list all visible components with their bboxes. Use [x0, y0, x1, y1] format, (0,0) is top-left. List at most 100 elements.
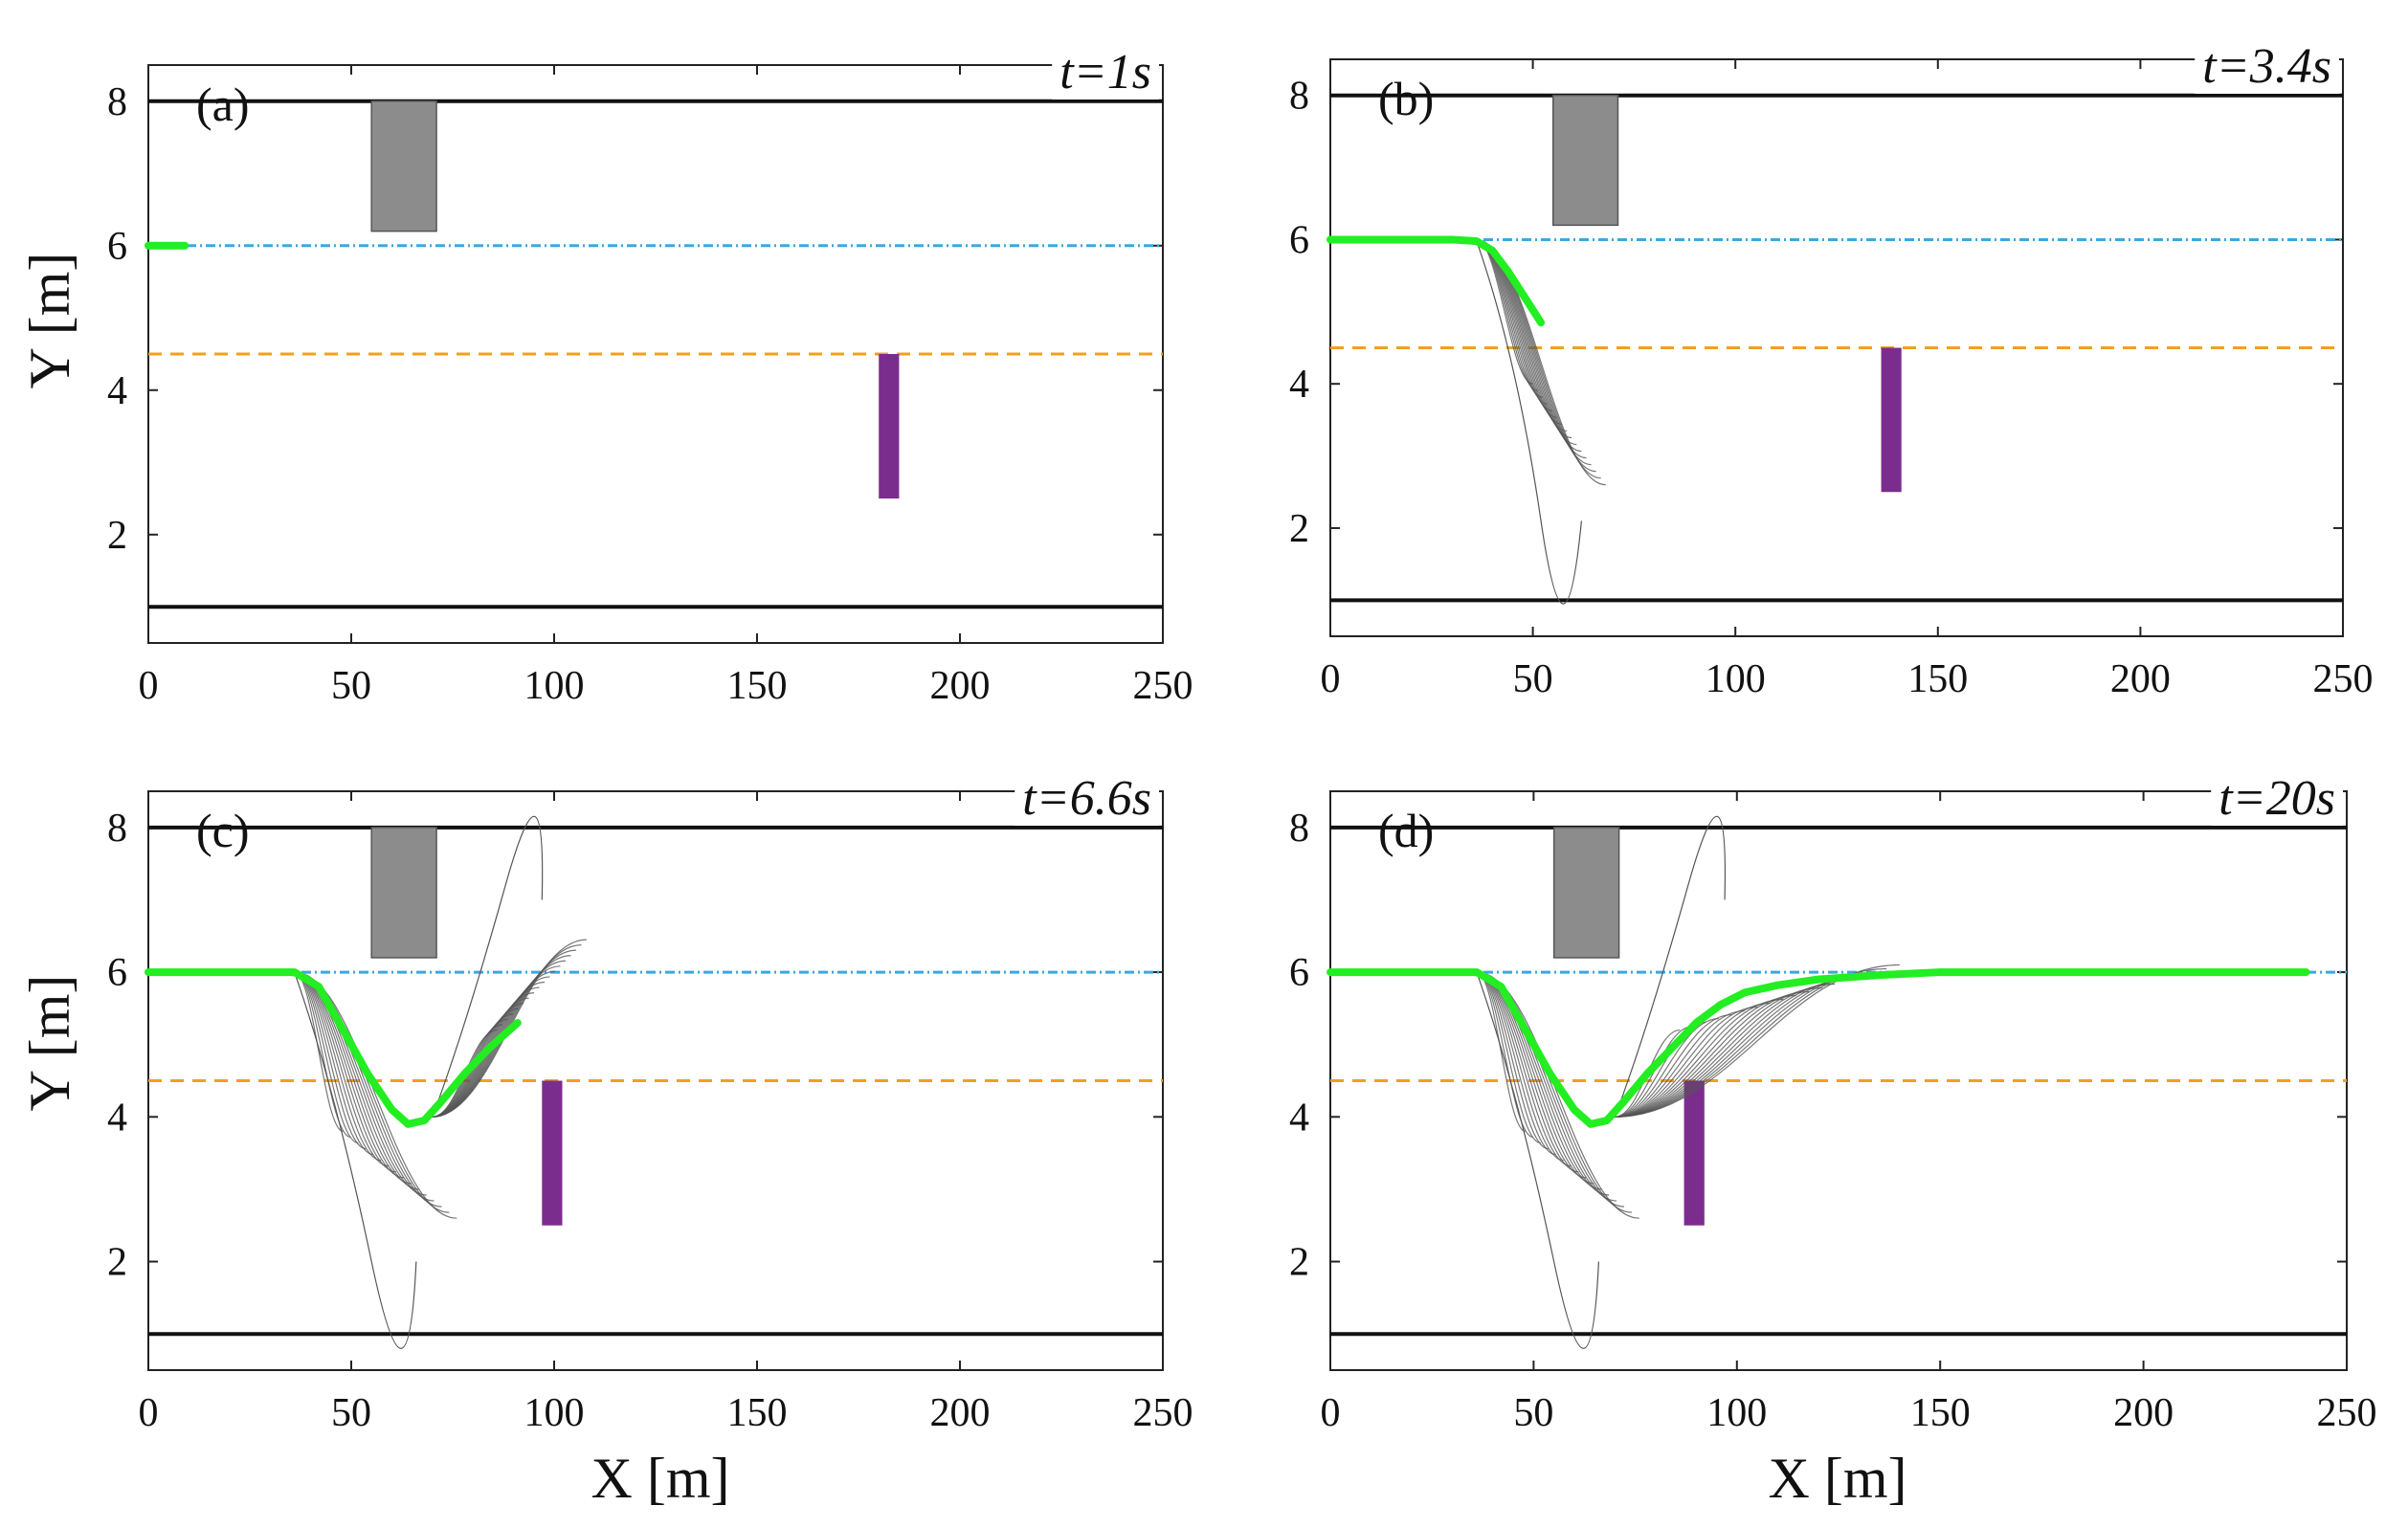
- y-tick-label: 4: [1289, 1096, 1309, 1140]
- fan2-candidate: [1615, 994, 1796, 1118]
- fan1-candidate: [1476, 971, 1564, 1162]
- fan1-candidate: [1476, 971, 1610, 1196]
- fan1-candidate: [1476, 238, 1582, 453]
- panel-label: (d): [1378, 804, 1434, 857]
- y-tick-label: 6: [1289, 951, 1309, 995]
- ylabel-top: Y [m]: [18, 253, 81, 389]
- x-tick-label: 50: [1513, 1391, 1553, 1435]
- x-tick-label: 150: [1907, 657, 1968, 701]
- fan2-candidate: [1615, 986, 1822, 1118]
- fan1-candidate: [1476, 238, 1577, 446]
- fan1-candidate: [1476, 238, 1572, 439]
- y-tick-label: 8: [1289, 75, 1309, 119]
- x-tick-label: 50: [331, 664, 371, 708]
- y-tick-label: 2: [1289, 507, 1309, 551]
- fan1-candidate: [294, 971, 427, 1196]
- fan2-candidate: [1615, 963, 1900, 1118]
- y-tick-label: 8: [107, 807, 127, 851]
- static-obstacle: [370, 827, 437, 959]
- fan1-candidate: [1476, 238, 1596, 473]
- y-tick-label: 6: [107, 225, 127, 269]
- executed-path: [1327, 235, 1546, 327]
- fan1-candidate: [1476, 238, 1592, 466]
- y-tick-label: 8: [1289, 807, 1309, 851]
- fan1-curl-candidate: [1475, 239, 1582, 605]
- executed-path: [1327, 968, 2310, 1128]
- x-tick-label: 200: [2110, 657, 2171, 701]
- panel-a: 0 50 100 150 200 250 2 4 6 8 (a) t=1s: [107, 45, 1193, 708]
- panel-d: 0 50 100 150 200 250 2 4 6 8 (d) t=20s: [1289, 771, 2377, 1435]
- static-obstacle: [1552, 827, 1620, 959]
- time-label: t=3.4s: [2202, 39, 2331, 94]
- panel-label: (a): [196, 78, 250, 131]
- time-label-background: [1014, 771, 1159, 826]
- x-tick-label: 0: [1321, 1391, 1341, 1435]
- x-tick-label: 0: [139, 1391, 159, 1435]
- xlabel-left: X [m]: [591, 1447, 730, 1510]
- panel-label: (b): [1378, 72, 1434, 125]
- fan1-candidate: [1476, 971, 1579, 1173]
- fan1-candidate: [294, 971, 382, 1162]
- x-tick-label: 100: [1706, 1391, 1767, 1435]
- x-tick-label: 100: [524, 1391, 585, 1435]
- y-tick-label: 2: [107, 1241, 127, 1285]
- fan2-candidate: [1615, 1017, 1719, 1118]
- time-label-background: [1052, 45, 1159, 100]
- y-tick-label: 2: [1289, 1241, 1309, 1285]
- time-label: t=20s: [2218, 771, 2335, 826]
- ylabel-bottom: Y [m]: [18, 975, 81, 1112]
- fan1-candidate: [294, 971, 450, 1213]
- time-label-background: [2195, 39, 2339, 94]
- x-tick-label: 100: [524, 664, 585, 708]
- y-tick-label: 4: [107, 1096, 127, 1140]
- moving-obstacle: [542, 1080, 563, 1226]
- fan1-candidate: [294, 971, 396, 1173]
- time-label-background: [2211, 771, 2343, 826]
- x-tick-label: 150: [1910, 1391, 1971, 1435]
- y-tick-label: 6: [107, 951, 127, 995]
- x-tick-label: 200: [2113, 1391, 2174, 1435]
- x-tick-label: 150: [727, 1391, 788, 1435]
- static-obstacle: [370, 100, 437, 233]
- y-tick-label: 6: [1289, 218, 1309, 262]
- x-tick-label: 50: [331, 1391, 371, 1435]
- fan1-curl-candidate: [1476, 971, 1599, 1349]
- panel-label: (c): [196, 804, 250, 857]
- x-tick-label: 50: [1513, 657, 1553, 701]
- moving-obstacle: [879, 354, 900, 498]
- x-tick-label: 0: [139, 664, 159, 708]
- fan2-candidate: [1615, 1009, 1745, 1118]
- fan2-candidate: [1615, 1013, 1732, 1118]
- time-label: t=1s: [1059, 45, 1151, 100]
- fan2-candidate: [1615, 990, 1810, 1118]
- fan1-curl-candidate: [294, 971, 417, 1349]
- panel-c: 0 50 100 150 200 250 2 4 6 8 (c) t=6.6s: [107, 771, 1193, 1435]
- fan2-candidate: [1615, 983, 1836, 1118]
- time-label: t=6.6s: [1022, 771, 1151, 826]
- fan2-curl-candidate: [432, 815, 544, 1118]
- y-tick-label: 8: [107, 80, 127, 124]
- moving-obstacle: [1881, 347, 1902, 493]
- x-tick-label: 250: [1133, 664, 1193, 708]
- fan2-candidate: [1615, 998, 1784, 1118]
- x-tick-label: 200: [930, 1391, 991, 1435]
- executed-path: [145, 968, 522, 1128]
- x-tick-label: 250: [1133, 1391, 1193, 1435]
- fan2-candidate: [1615, 979, 1848, 1118]
- y-tick-label: 4: [1289, 363, 1309, 407]
- moving-obstacle: [1683, 1080, 1705, 1226]
- x-tick-label: 250: [2317, 1391, 2377, 1435]
- fan1-candidate: [1476, 971, 1632, 1213]
- static-obstacle: [1552, 94, 1619, 227]
- x-tick-label: 0: [1321, 657, 1341, 701]
- y-tick-label: 2: [107, 514, 127, 558]
- fan2-curl-candidate: [1614, 815, 1727, 1118]
- y-tick-label: 4: [107, 369, 127, 413]
- x-tick-label: 150: [727, 664, 788, 708]
- x-tick-label: 200: [930, 664, 991, 708]
- fan2-candidate: [1615, 975, 1862, 1118]
- panel-b: 0 50 100 150 200 250 2 4 6 8 (b) t=3.4s: [1289, 39, 2374, 701]
- xlabel-right: X [m]: [1769, 1447, 1907, 1510]
- x-tick-label: 100: [1706, 657, 1766, 701]
